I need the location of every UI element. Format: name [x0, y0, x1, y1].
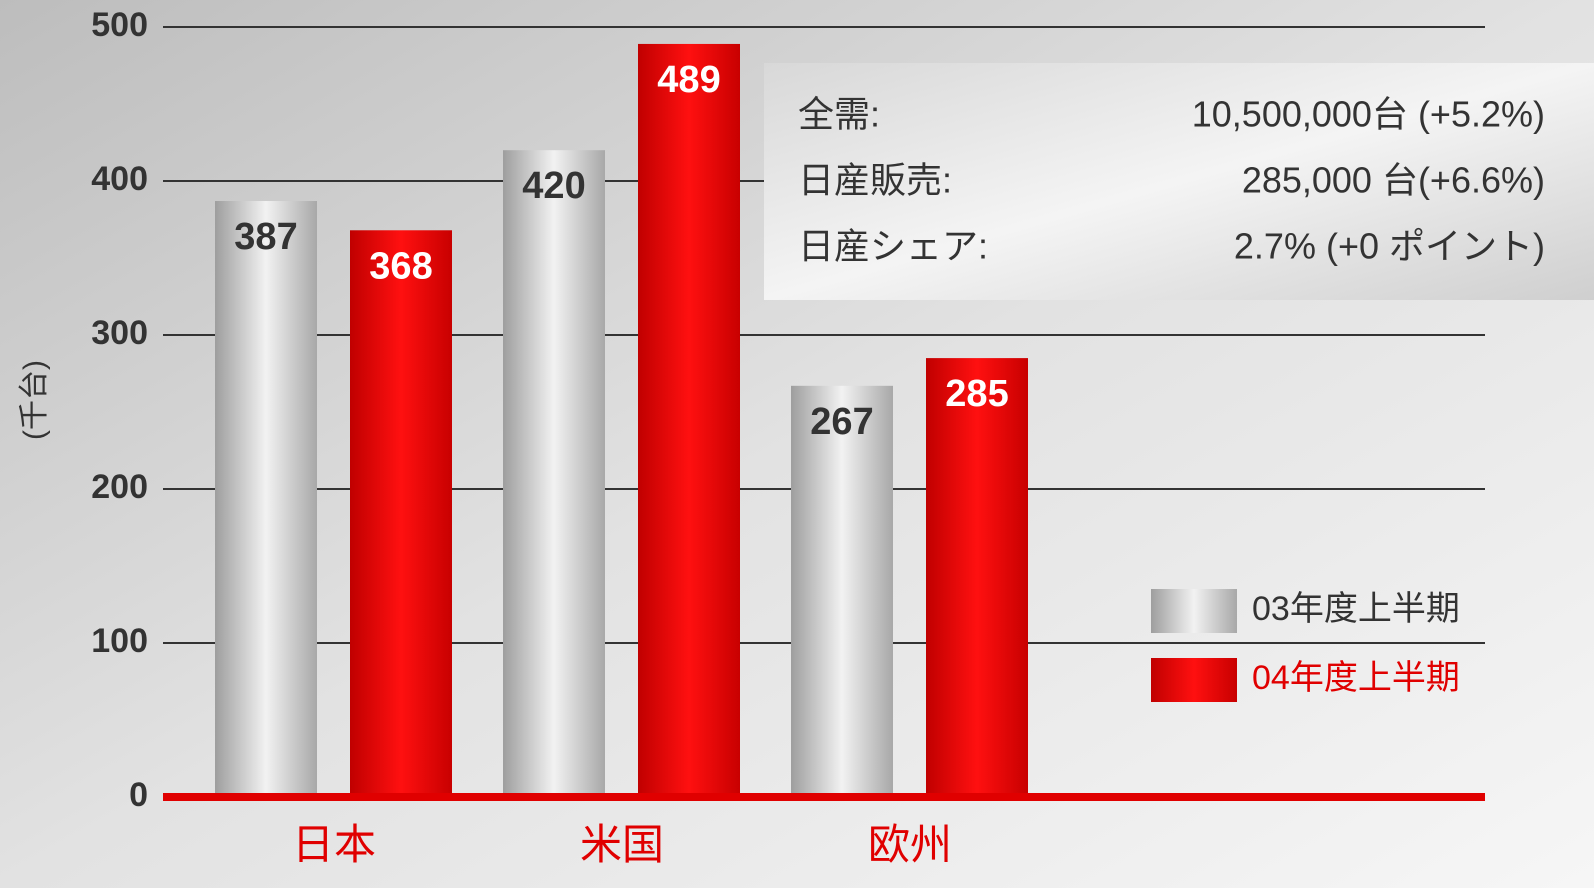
info-value: 2.7% (+0 ポイント)	[1234, 226, 1545, 267]
y-tick-label: 300	[91, 314, 148, 352]
legend-label: 04年度上半期	[1252, 659, 1460, 697]
data-label: 420	[522, 165, 585, 207]
y-tick-label: 0	[129, 776, 148, 814]
bar	[638, 43, 740, 797]
data-label: 267	[810, 401, 873, 443]
bar	[926, 358, 1028, 797]
y-tick-label: 200	[91, 468, 148, 506]
info-label: 日産シェア:	[798, 226, 988, 267]
legend-swatch	[1151, 658, 1237, 702]
x-tick-label: 欧州	[868, 821, 952, 868]
y-tick-label: 400	[91, 160, 148, 198]
data-label: 489	[657, 59, 720, 101]
y-tick-label: 100	[91, 622, 148, 660]
data-label: 368	[369, 245, 432, 287]
info-value: 285,000 台(+6.6%)	[1242, 160, 1545, 201]
info-value: 10,500,000台 (+5.2%)	[1192, 94, 1545, 135]
x-tick-label: 米国	[580, 821, 664, 868]
x-tick-label: 日本	[292, 821, 376, 868]
y-axis-label: (千台)	[18, 360, 51, 440]
info-label: 日産販売:	[798, 160, 952, 201]
bar	[791, 385, 893, 797]
bar	[503, 150, 605, 797]
legend-label: 03年度上半期	[1252, 590, 1460, 628]
bar	[350, 230, 452, 797]
data-label: 387	[234, 216, 297, 258]
info-label: 全需:	[798, 94, 880, 135]
y-tick-label: 500	[91, 6, 148, 44]
legend-swatch	[1151, 589, 1237, 633]
data-label: 285	[945, 373, 1008, 415]
bar	[215, 201, 317, 797]
info-box	[764, 63, 1594, 300]
